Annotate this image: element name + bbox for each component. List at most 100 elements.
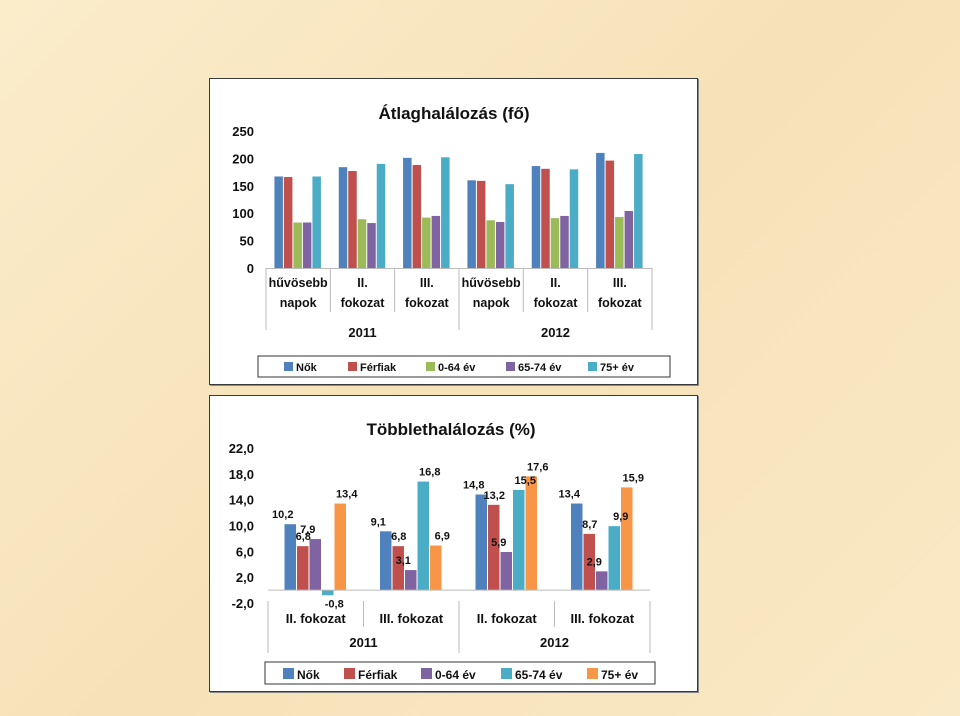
bar: [380, 531, 392, 591]
y-tick-label: 18,0: [229, 467, 254, 482]
bar: [500, 551, 512, 591]
bar: [283, 177, 293, 268]
y-tick-label: 200: [232, 151, 254, 166]
bar: [322, 590, 334, 596]
x-tick-label: hűvösebb: [462, 276, 521, 290]
bar: [302, 222, 312, 268]
data-label: 13,2: [484, 490, 505, 502]
data-label: 13,4: [336, 489, 358, 501]
bar: [513, 489, 525, 591]
y-tick-label: 6,0: [236, 544, 254, 559]
bar: [505, 184, 514, 268]
legend-label: 75+ év: [600, 362, 635, 374]
bar: [621, 487, 633, 591]
chart-average-mortality-svg: Átlaghalálozás (fő) 0 50 100 150 200 250 hűvö…: [232, 104, 671, 378]
data-label: 6,8: [296, 531, 311, 543]
y-tick-label: 14,0: [229, 493, 254, 508]
bar: [608, 526, 620, 591]
legend-swatch: [506, 362, 515, 371]
data-label: 9,9: [613, 511, 628, 523]
data-label: 2,9: [587, 556, 602, 568]
bar: [312, 176, 321, 268]
bar: [403, 157, 412, 268]
bar: [274, 176, 283, 268]
bar: [615, 217, 624, 268]
bar: [284, 524, 296, 591]
bar: [376, 163, 386, 268]
data-label: 15,5: [515, 475, 536, 487]
x-tick-label: III.: [420, 276, 434, 290]
bar: [475, 494, 487, 591]
legend-swatch: [588, 362, 597, 371]
data-label: 8,7: [582, 519, 597, 531]
bar: [531, 166, 541, 268]
legend-label: Férfiak: [358, 668, 398, 682]
bar: [605, 160, 615, 268]
legend-swatch: [283, 668, 294, 679]
x-tick-label: napok: [473, 296, 510, 310]
legend-label: Férfiak: [360, 362, 397, 374]
data-label: 6,8: [391, 531, 406, 543]
bar: [486, 220, 495, 268]
bar: [476, 180, 486, 268]
bar: [596, 152, 605, 268]
legend-swatch: [587, 668, 598, 679]
data-label: 9,1: [371, 516, 386, 528]
bar: [431, 215, 441, 268]
bar: [334, 503, 346, 591]
bar: [495, 221, 505, 268]
x-tick-label: II.: [550, 276, 560, 290]
x-tick-label: II.: [357, 276, 367, 290]
x-tick-label: hűvösebb: [269, 276, 328, 290]
bar: [412, 164, 422, 268]
data-label: 3,1: [396, 555, 411, 567]
bar: [297, 546, 309, 591]
data-label: -0,8: [325, 598, 344, 610]
y-tick-label: 50: [240, 234, 254, 249]
x-tick-label: II. fokozat: [477, 611, 538, 626]
bar: [624, 211, 634, 268]
legend-swatch: [344, 668, 355, 679]
legend-label: 0-64 év: [435, 668, 476, 682]
y-tick-label: 250: [232, 124, 254, 139]
legend-label: 65-74 év: [518, 362, 562, 374]
bar: [550, 218, 560, 268]
legend-label: 75+ év: [601, 668, 638, 682]
bar: [293, 222, 302, 268]
y-tick-label: 2,0: [236, 570, 254, 585]
y-tick-label: 150: [232, 179, 254, 194]
data-label: 5,9: [491, 537, 506, 549]
data-label: 7,9: [300, 524, 315, 536]
x-tick-label: fokozat: [534, 296, 579, 310]
legend-label: Nők: [297, 668, 320, 682]
x-tick-label: napok: [280, 296, 317, 310]
x-tick-label: fokozat: [405, 296, 450, 310]
bar: [569, 169, 579, 268]
data-label: 15,9: [623, 472, 644, 484]
legend-swatch: [284, 362, 293, 371]
bar: [583, 533, 595, 591]
y-tick-label: 100: [232, 206, 254, 221]
group-label: 2011: [348, 325, 376, 340]
bar: [467, 180, 476, 268]
legend-label: Nők: [296, 362, 318, 374]
bar: [441, 157, 450, 268]
bar: [571, 503, 583, 591]
legend-box: [257, 355, 671, 378]
group-label: 2012: [541, 325, 570, 340]
bar: [488, 504, 500, 591]
data-label: 13,4: [559, 489, 581, 501]
y-tick-label: -2,0: [232, 596, 254, 611]
x-tick-label: III. fokozat: [570, 611, 634, 626]
bar: [357, 219, 367, 268]
legend-swatch: [426, 362, 435, 371]
bar: [309, 539, 321, 591]
bar: [430, 545, 442, 591]
bar: [596, 571, 608, 591]
legend-swatch: [501, 668, 512, 679]
legend-label: 65-74 év: [515, 668, 563, 682]
bar: [634, 154, 643, 268]
bar: [560, 215, 569, 268]
legend-label: 0-64 év: [438, 362, 476, 374]
data-label: 6,9: [435, 531, 450, 543]
